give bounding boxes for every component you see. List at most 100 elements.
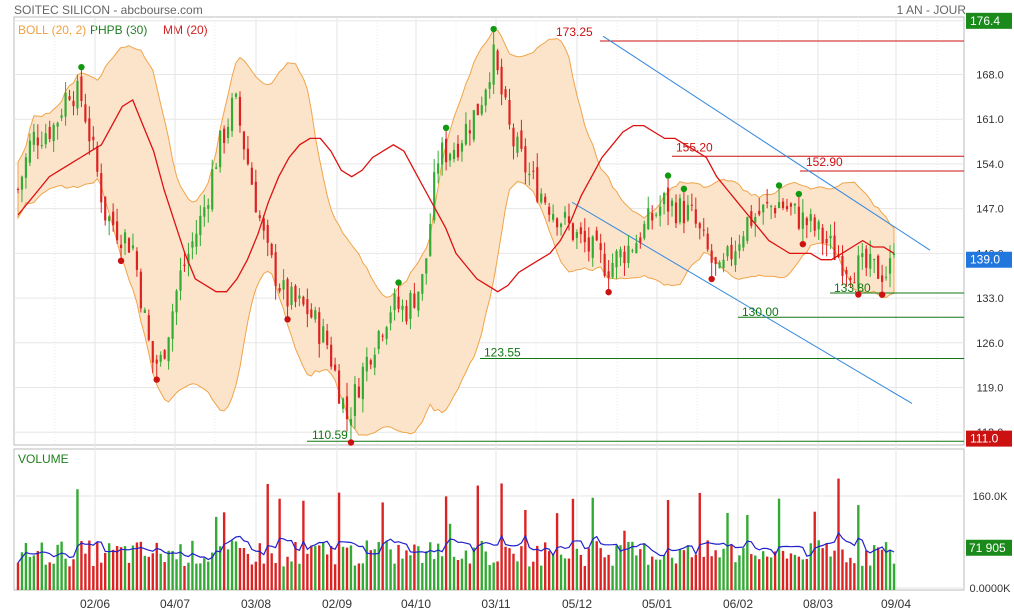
candle-body (516, 136, 519, 153)
candle-body (663, 193, 666, 205)
volume-bar (758, 559, 761, 590)
low-marker (347, 439, 355, 446)
high-marker (775, 182, 783, 189)
volume-bar (433, 559, 436, 590)
candle-body (805, 218, 808, 226)
volume-bar (139, 541, 143, 590)
chart-period[interactable]: 1 AN - JOUR (896, 3, 966, 17)
volume-bar (64, 558, 67, 590)
candle-body (670, 200, 674, 207)
candle-body (599, 243, 602, 251)
candle-body (643, 223, 646, 239)
volume-bar (294, 542, 297, 590)
x-tick-label: 04/10 (401, 597, 431, 611)
volume-bar (417, 546, 420, 590)
candle-body (373, 354, 376, 368)
candle-body (464, 124, 467, 145)
volume-bar (480, 540, 483, 590)
candle-body (888, 258, 892, 274)
volume-bar (496, 561, 499, 590)
candle-body (234, 93, 238, 97)
candle-body (405, 305, 408, 322)
candle-body (282, 280, 285, 290)
volume-bar (726, 512, 729, 590)
volume-bar (52, 563, 55, 590)
volume-bar (801, 559, 805, 590)
candle-body (448, 153, 452, 161)
volume-bar (397, 544, 400, 590)
volume-bar (147, 556, 150, 590)
candle-body (730, 244, 733, 260)
volume-bar (60, 541, 63, 590)
volume-bar (314, 546, 317, 590)
volume-bar (532, 561, 535, 590)
volume-bar (825, 543, 828, 590)
volume-bar (318, 545, 321, 590)
volume-bar (841, 549, 844, 590)
volume-bar (619, 545, 622, 590)
candle-body (381, 335, 384, 337)
volume-bar (876, 547, 880, 590)
candle-body (476, 103, 479, 116)
volume-bar (484, 551, 487, 590)
candle-body (195, 233, 198, 247)
volume-bar (171, 550, 174, 590)
volume-bar (722, 548, 725, 590)
candle-body (829, 235, 832, 239)
candle-body (563, 211, 567, 218)
trend-line-upper (602, 35, 931, 251)
candle-body (330, 344, 333, 367)
candle-body (742, 236, 745, 248)
volume-bar (829, 556, 832, 590)
volume-bar (250, 564, 254, 590)
high-tag-bg (966, 12, 1012, 29)
candle-body (472, 110, 475, 140)
volume-bar (409, 555, 412, 590)
volume-bar (543, 542, 547, 590)
chart-title: SOITEC SILICON - abcbourse.com (14, 3, 203, 17)
candle-body (425, 258, 428, 274)
candle-body (611, 262, 614, 278)
volume-bar (325, 554, 329, 590)
candle-body (310, 309, 313, 318)
volume-bar (238, 547, 242, 590)
volume-bar (785, 558, 789, 590)
candle-body (226, 126, 230, 138)
volume-bar (215, 516, 218, 590)
volume-bar (28, 556, 32, 590)
volume-bar (635, 555, 638, 590)
volume-bar (710, 556, 713, 590)
candle-body (639, 237, 642, 244)
y-tick-label: 147.0 (976, 204, 1004, 216)
high-tag: 176.4 (970, 14, 1000, 28)
volume-bar (805, 559, 808, 590)
volume-bar (429, 542, 432, 590)
volume-bar (488, 564, 491, 590)
candle-body (781, 201, 785, 209)
volume-bar (627, 541, 630, 590)
legend-item: MM (20) (163, 23, 208, 37)
volume-bar (872, 545, 876, 590)
candle-body (540, 193, 543, 203)
volume-bar (163, 562, 166, 590)
candle-body (456, 143, 460, 158)
volume-bar (861, 565, 864, 590)
volume-bar (504, 546, 507, 590)
candle-body (758, 210, 761, 215)
candle-body (298, 295, 301, 299)
candle-body (389, 312, 392, 324)
volume-bar (666, 500, 670, 590)
candle-body (290, 286, 293, 306)
x-tick-label: 04/07 (160, 597, 190, 611)
y-tick-label: 133.0 (976, 293, 1004, 305)
volume-bar (694, 554, 697, 590)
volume-bar (425, 551, 428, 590)
volume-bar (750, 554, 753, 590)
volume-bar (547, 551, 551, 590)
candle-body (797, 206, 800, 229)
volume-bar (96, 542, 99, 590)
candle-body (575, 232, 578, 238)
candle-body (468, 130, 471, 134)
candle-body (853, 282, 856, 284)
high-marker (442, 124, 450, 132)
